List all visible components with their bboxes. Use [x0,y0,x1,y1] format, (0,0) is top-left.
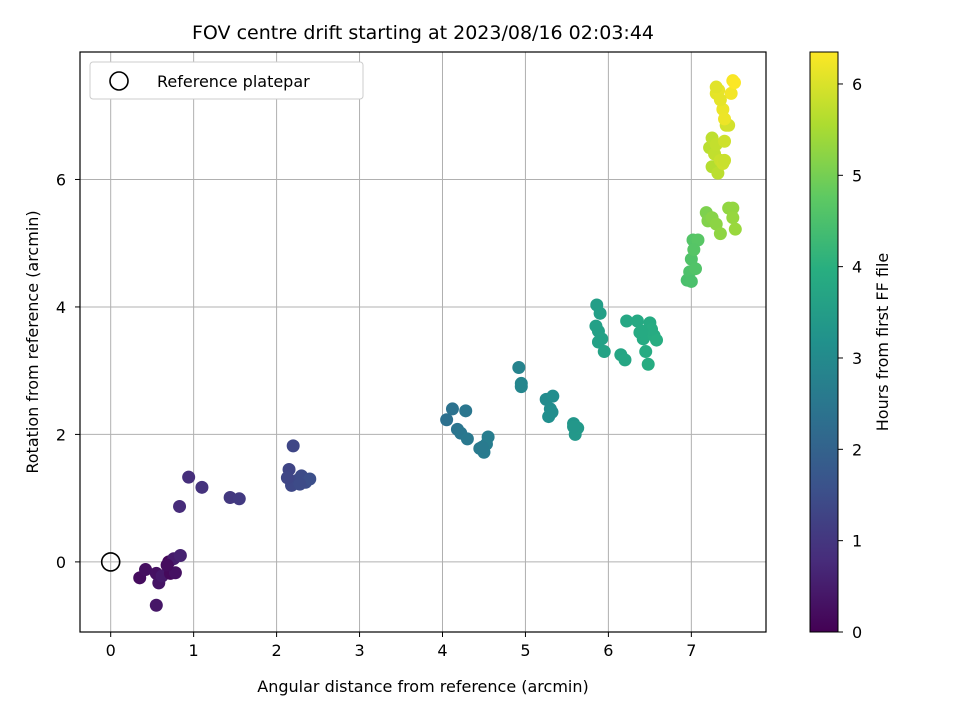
data-point [650,333,664,347]
data-point [173,499,187,513]
data-point [713,93,727,107]
x-tick-label: 3 [354,641,364,660]
data-point [149,598,163,612]
x-tick-label: 7 [686,641,696,660]
data-point [567,420,581,434]
data-points [133,74,742,612]
colorbar-tick-label: 0 [852,623,862,642]
data-point [139,563,153,577]
data-point [232,492,246,506]
data-point [718,112,732,126]
data-point [293,477,307,491]
colorbar-gradient [809,51,839,633]
colorbar-label: Hours from first FF file [873,253,892,432]
data-point [445,402,459,416]
data-point [593,306,607,320]
reference-platepar-marker [100,552,121,572]
data-point [475,440,489,454]
data-point [618,353,632,367]
y-tick-label: 2 [56,425,66,444]
plot-frame [79,51,767,633]
data-point [286,439,300,453]
data-point [713,227,727,241]
data-point [160,558,174,572]
data-point [688,262,702,276]
data-point [635,324,649,338]
data-point [591,335,605,349]
data-point [711,166,725,180]
data-point [630,314,644,328]
data-point [620,314,634,328]
data-point [303,472,317,486]
y-tick-label: 0 [56,553,66,572]
data-point [645,322,659,336]
data-point [440,413,454,427]
data-point [641,357,655,371]
data-point [718,134,732,148]
colorbar-tick-label: 1 [852,532,862,551]
x-tick-label: 5 [520,641,530,660]
data-point [546,389,560,403]
y-tick-label: 6 [56,170,66,189]
data-point [512,360,526,374]
y-tick-label: 4 [56,298,66,317]
x-tick-label: 2 [271,641,281,660]
colorbar-ticks: 0 1 2 3 4 5 6 [838,75,862,642]
chart-title: FOV centre drift starting at 2023/08/16 … [192,22,654,44]
legend: Reference platepar [89,61,364,100]
data-point [459,404,473,418]
colorbar: 0 1 2 3 4 5 6 Hours from first FF file [809,51,892,642]
data-point [724,86,738,100]
x-axis-label: Angular distance from reference (arcmin) [257,677,588,696]
data-point [687,243,701,257]
grid-lines [80,52,766,632]
colorbar-tick-label: 5 [852,166,862,185]
data-point [481,430,495,444]
x-tick-label: 0 [106,641,116,660]
colorbar-tick-label: 3 [852,349,862,368]
data-point [639,345,653,359]
x-axis-ticks: 0 1 2 3 4 5 6 7 [106,632,696,660]
colorbar-tick-label: 2 [852,440,862,459]
data-point [280,471,294,485]
legend-box [89,61,364,100]
legend-label: Reference platepar [157,72,310,91]
x-tick-label: 6 [603,641,613,660]
colorbar-tick-label: 6 [852,75,862,94]
data-point [168,566,182,580]
data-point [545,405,559,419]
x-tick-label: 1 [189,641,199,660]
data-point [718,153,732,167]
data-point [514,380,528,394]
data-point [597,345,611,359]
data-point [195,480,209,494]
data-point [727,76,741,90]
x-tick-label: 4 [437,641,447,660]
y-axis-label: Rotation from reference (arcmin) [23,210,42,473]
colorbar-tick-label: 4 [852,258,862,277]
data-point [684,274,698,288]
data-point [460,432,474,446]
data-point [709,80,723,94]
data-point [173,549,187,563]
data-point [726,201,740,215]
data-point [728,222,742,236]
data-point [726,211,740,225]
y-axis-ticks: 0 2 4 6 [56,170,80,572]
data-point [182,470,196,484]
legend-open-circle-icon [109,71,129,91]
